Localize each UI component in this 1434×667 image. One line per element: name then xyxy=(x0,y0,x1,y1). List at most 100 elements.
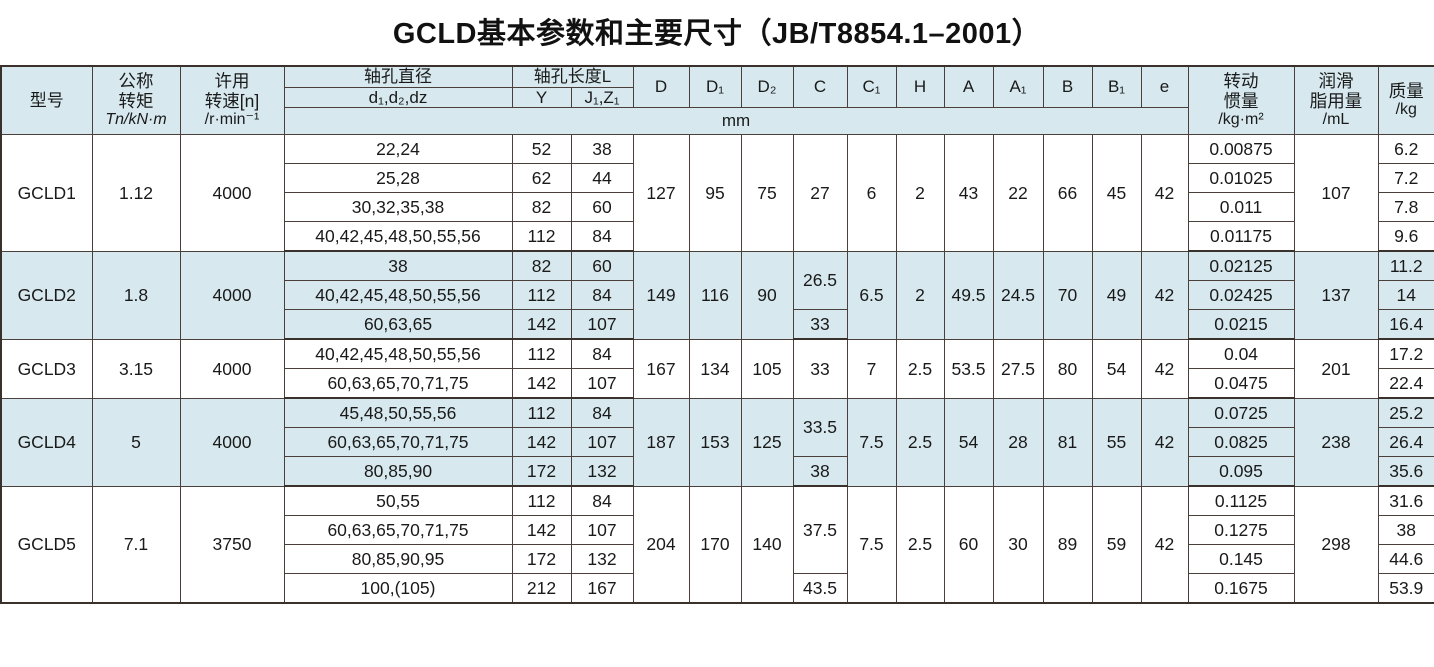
cell-D: 204 xyxy=(632,485,690,604)
spec-table: 型号 公称 转矩 Tn/kN·m 许用 转速[n] /r·min⁻¹ 轴孔直径 … xyxy=(0,65,1434,605)
cell-bore-length-Y: 52 xyxy=(511,134,572,165)
cell-e: 42 xyxy=(1140,250,1189,340)
cell-speed: 3750 xyxy=(179,485,285,604)
th-D2: D₂ xyxy=(740,65,794,109)
th-torque-unit: Tn/kN·m xyxy=(105,111,167,129)
table-row: 60,63,65 142 107 33 0.0215 16.4 xyxy=(1,309,1434,341)
cell-speed: 4000 xyxy=(179,338,285,399)
table-row: GCLD3 3.15 4000 40,42,45,48,50,55,56 112 84 16… xyxy=(0,338,1434,399)
cell-mass: 53.9 xyxy=(1377,573,1434,605)
cell-grease: 137 xyxy=(1293,250,1379,340)
cell-A1: 30 xyxy=(992,485,1044,604)
cell-A: 43 xyxy=(943,134,994,252)
cell-e: 42 xyxy=(1140,485,1189,604)
cell-bore-length-Y: 142 xyxy=(511,309,572,341)
cell-inertia: 0.145 xyxy=(1187,544,1295,575)
cell-model: GCLD1 xyxy=(0,134,93,252)
cell-D1: 153 xyxy=(688,397,742,487)
cell-bore-length-J1Z1: 38 xyxy=(570,134,634,165)
cell-bore-length-J1Z1: 84 xyxy=(570,485,634,517)
cell-inertia: 0.0725 xyxy=(1187,397,1295,429)
cell-D: 187 xyxy=(632,397,690,487)
table-head: 型号 公称 转矩 Tn/kN·m 许用 转速[n] /r·min⁻¹ 轴孔直径 … xyxy=(0,65,1434,136)
th-grease-line1: 润滑 xyxy=(1318,71,1354,92)
cell-bore-length-Y: 112 xyxy=(511,221,572,253)
cell-D: 167 xyxy=(632,338,690,399)
cell-mass: 16.4 xyxy=(1377,309,1434,341)
cell-C1: 7.5 xyxy=(846,485,897,604)
cell-H: 2 xyxy=(895,134,945,252)
cell-bore-length-J1Z1: 167 xyxy=(570,573,634,605)
cell-bore-length-Y: 142 xyxy=(511,515,572,546)
cell-bore-diameter: 40,42,45,48,50,55,56 xyxy=(283,338,513,370)
cell-inertia: 0.01175 xyxy=(1187,221,1295,253)
cell-grease: 238 xyxy=(1293,397,1379,487)
cell-B1: 45 xyxy=(1091,134,1142,252)
cell-inertia: 0.095 xyxy=(1187,456,1295,488)
cell-inertia: 0.0825 xyxy=(1187,427,1295,458)
table-row: GCLD5 7.1 3750 50,55 112 84 204 170 140 37.5 7.5 2.… xyxy=(0,485,1434,604)
th-torque-line1: 公称 xyxy=(118,71,154,92)
th-unit-mm: mm xyxy=(283,107,1189,136)
cell-A: 53.5 xyxy=(943,338,994,399)
cell-D2: 90 xyxy=(740,250,794,340)
cell-mass: 35.6 xyxy=(1377,456,1434,488)
th-speed-unit: /r·min⁻¹ xyxy=(204,111,260,129)
th-mass-unit: /kg xyxy=(1395,101,1417,119)
cell-D: 149 xyxy=(632,250,690,340)
th-bore-diameter-symbols: d₁,d₂,dz xyxy=(283,86,513,109)
cell-bore-diameter: 30,32,35,38 xyxy=(283,192,513,223)
th-grease-line2: 脂用量 xyxy=(1309,91,1363,112)
th-mass-line1: 质量 xyxy=(1388,81,1424,102)
th-bore-length: 轴孔长度L xyxy=(511,65,634,88)
cell-model: GCLD2 xyxy=(0,250,93,340)
cell-bore-length-Y: 172 xyxy=(511,456,572,488)
th-speed-line1: 许用 xyxy=(214,71,250,92)
cell-bore-length-J1Z1: 84 xyxy=(570,397,634,429)
cell-model: GCLD5 xyxy=(0,485,93,604)
cell-bore-length-J1Z1: 44 xyxy=(570,163,634,194)
cell-C: 37.5 xyxy=(792,485,848,575)
cell-C1: 6 xyxy=(846,134,897,252)
cell-bore-diameter: 40,42,45,48,50,55,56 xyxy=(283,280,513,311)
cell-bore-length-J1Z1: 84 xyxy=(570,280,634,311)
cell-bore-length-J1Z1: 107 xyxy=(570,427,634,458)
cell-bore-diameter: 22,24 xyxy=(283,134,513,165)
cell-B1: 49 xyxy=(1091,250,1142,340)
cell-inertia: 0.0475 xyxy=(1187,368,1295,400)
cell-model: GCLD3 xyxy=(0,338,93,399)
cell-bore-length-Y: 112 xyxy=(511,485,572,517)
cell-D1: 134 xyxy=(688,338,742,399)
cell-e: 42 xyxy=(1140,338,1189,399)
cell-inertia: 0.1125 xyxy=(1187,485,1295,517)
th-model: 型号 xyxy=(0,65,93,136)
cell-A1: 28 xyxy=(992,397,1044,487)
cell-A1: 24.5 xyxy=(992,250,1044,340)
cell-bore-length-J1Z1: 84 xyxy=(570,338,634,370)
th-H: H xyxy=(895,65,945,109)
cell-torque: 5 xyxy=(91,397,181,487)
cell-B1: 59 xyxy=(1091,485,1142,604)
cell-torque: 3.15 xyxy=(91,338,181,399)
cell-bore-length-Y: 82 xyxy=(511,250,572,282)
table-row: 40,42,45,48,50,55,56 112 84 0.02425 14 xyxy=(1,280,1434,311)
cell-mass: 11.2 xyxy=(1377,250,1434,282)
cell-B: 80 xyxy=(1042,338,1093,399)
cell-inertia: 0.04 xyxy=(1187,338,1295,370)
cell-grease: 298 xyxy=(1293,485,1379,604)
cell-B1: 54 xyxy=(1091,338,1142,399)
th-mass: 质量 /kg xyxy=(1377,65,1434,136)
cell-bore-length-J1Z1: 107 xyxy=(570,368,634,400)
cell-D1: 170 xyxy=(688,485,742,604)
th-torque-line2: 转矩 xyxy=(118,91,154,112)
cell-bore-diameter: 50,55 xyxy=(283,485,513,517)
th-inertia-line2: 惯量 xyxy=(1223,91,1259,112)
cell-torque: 1.12 xyxy=(91,134,181,252)
cell-bore-length-Y: 142 xyxy=(511,368,572,400)
cell-D2: 75 xyxy=(740,134,794,252)
cell-bore-length-Y: 82 xyxy=(511,192,572,223)
cell-bore-diameter: 60,63,65,70,71,75 xyxy=(283,427,513,458)
cell-mass: 9.6 xyxy=(1377,221,1434,253)
cell-bore-diameter: 80,85,90 xyxy=(283,456,513,488)
th-D1: D₁ xyxy=(688,65,742,109)
